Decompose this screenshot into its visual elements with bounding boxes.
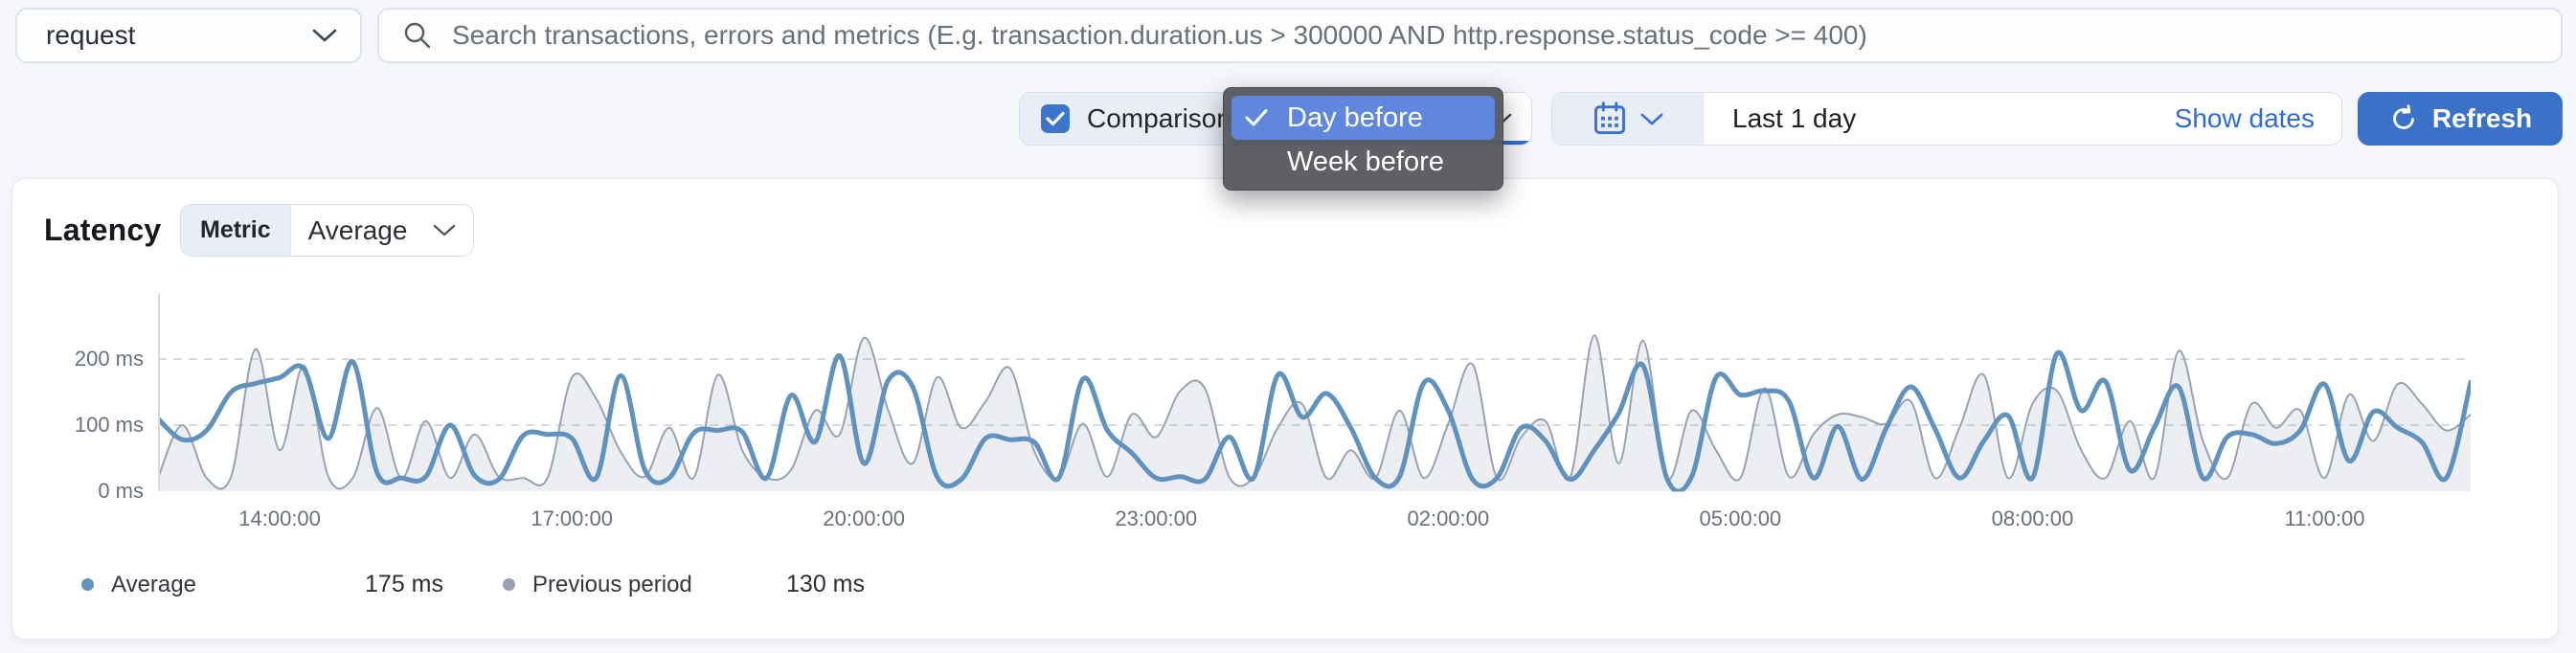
refresh-icon — [2393, 104, 2414, 129]
chart-legend: Average 175 ms Previous period 130 ms — [81, 571, 865, 598]
check-icon — [1245, 109, 1268, 126]
refresh-button-label: Refresh — [2431, 103, 2533, 133]
metric-select[interactable]: Average — [291, 205, 473, 256]
check-icon — [1046, 111, 1065, 126]
legend-value: 130 ms — [786, 571, 865, 597]
comparison-label: Comparison — [1087, 103, 1232, 133]
x-axis-label: 17:00:00 — [531, 507, 613, 530]
legend-label: Average — [111, 571, 196, 597]
metric-prepend-label: Metric — [181, 205, 291, 256]
transaction-type-select[interactable]: request — [15, 8, 362, 63]
chevron-down-icon — [312, 29, 337, 42]
latency-chart[interactable] — [158, 287, 2471, 493]
search-input[interactable] — [452, 20, 2538, 51]
chevron-down-icon — [433, 224, 456, 236]
metric-select-group: Metric Average — [180, 204, 474, 257]
panel-title: Latency — [44, 213, 162, 247]
x-axis-label: 11:00:00 — [2284, 507, 2365, 530]
x-axis-label: 08:00:00 — [1991, 507, 2074, 530]
y-axis-label: 100 ms — [74, 413, 144, 437]
comparison-checkbox[interactable] — [1041, 104, 1070, 133]
date-picker: Last 1 day Show dates — [1551, 92, 2342, 146]
y-axis-label: 200 ms — [74, 347, 144, 371]
calendar-icon — [1593, 101, 1625, 134]
legend-dot — [503, 578, 515, 591]
refresh-button[interactable]: Refresh — [2358, 92, 2563, 146]
x-axis-label: 14:00:00 — [238, 507, 321, 530]
legend-item[interactable]: Average 175 ms — [81, 571, 443, 598]
y-axis-label: 0 ms — [98, 479, 144, 503]
legend-value: 175 ms — [365, 571, 443, 597]
transaction-type-value: request — [46, 20, 136, 50]
popup-option-label: Day before — [1287, 101, 1423, 133]
popup-option-week-before[interactable]: Week before — [1232, 140, 1495, 184]
comparison-toggle[interactable]: Comparison — [1020, 93, 1232, 145]
x-axis-label: 05:00:00 — [1699, 507, 1782, 530]
search-bar[interactable] — [377, 8, 2563, 63]
metric-selected-value: Average — [307, 214, 408, 245]
popup-option-day-before[interactable]: Day before — [1232, 96, 1495, 140]
show-dates-link[interactable]: Show dates — [2174, 103, 2315, 133]
x-axis-label: 23:00:00 — [1115, 507, 1198, 530]
legend-dot — [81, 578, 94, 591]
chevron-down-icon — [1640, 113, 1662, 124]
legend-item[interactable]: Previous period 130 ms — [503, 571, 865, 598]
x-axis-label: 02:00:00 — [1407, 507, 1490, 530]
popup-option-label: Week before — [1287, 146, 1444, 177]
search-icon — [404, 22, 431, 49]
legend-label: Previous period — [532, 571, 692, 597]
date-range-value[interactable]: Last 1 day — [1732, 103, 1857, 133]
x-axis-label: 20:00:00 — [823, 507, 906, 530]
date-picker-quick-menu-button[interactable] — [1552, 93, 1704, 145]
comparison-options-popup: Day before Week before — [1223, 87, 1503, 191]
